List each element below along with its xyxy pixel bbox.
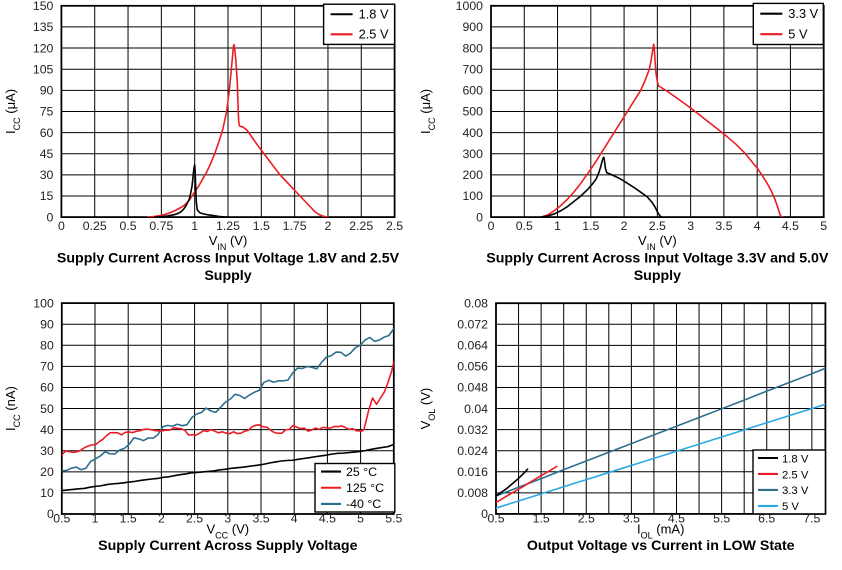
svg-text:2.5: 2.5 [649, 219, 666, 233]
svg-text:5.5: 5.5 [713, 512, 730, 526]
svg-text:0.064: 0.064 [457, 339, 488, 353]
svg-text:1.5: 1.5 [582, 219, 599, 233]
svg-text:1.25: 1.25 [216, 219, 240, 233]
svg-text:10: 10 [40, 486, 54, 500]
svg-text:0.056: 0.056 [457, 360, 488, 374]
svg-text:Supply: Supply [634, 268, 681, 284]
svg-text:100: 100 [462, 189, 483, 203]
svg-text:5 V: 5 V [782, 501, 799, 513]
svg-text:0.016: 0.016 [457, 465, 488, 479]
svg-text:0.5: 0.5 [119, 219, 136, 233]
svg-text:Supply Current Across Input Vo: Supply Current Across Input Voltage 3.3V… [486, 251, 829, 267]
svg-text:5: 5 [357, 512, 364, 526]
svg-text:105: 105 [33, 62, 54, 76]
svg-text:4.5: 4.5 [782, 219, 799, 233]
svg-text:Supply Current Across Input Vo: Supply Current Across Input Voltage 1.8V… [57, 251, 400, 267]
svg-text:800: 800 [462, 41, 483, 55]
svg-text:300: 300 [462, 147, 483, 161]
svg-text:Output Voltage vs Current in L: Output Voltage vs Current in LOW State [527, 538, 795, 554]
svg-text:0.072: 0.072 [457, 317, 488, 331]
svg-text:0: 0 [47, 210, 54, 224]
svg-text:4: 4 [291, 512, 298, 526]
svg-text:5 V: 5 V [788, 27, 808, 42]
svg-text:0.75: 0.75 [149, 219, 173, 233]
svg-text:1.75: 1.75 [283, 219, 307, 233]
svg-text:2: 2 [158, 512, 165, 526]
svg-text:3.3 V: 3.3 V [788, 6, 818, 21]
svg-text:100: 100 [33, 296, 54, 310]
svg-text:Supply Current Across Supply V: Supply Current Across Supply Voltage [98, 538, 357, 554]
svg-text:1.8 V: 1.8 V [782, 453, 809, 465]
svg-text:2.25: 2.25 [349, 219, 373, 233]
svg-text:0: 0 [58, 219, 65, 233]
svg-text:3.3 V: 3.3 V [782, 485, 809, 497]
svg-text:2.5: 2.5 [578, 512, 595, 526]
svg-text:90: 90 [40, 317, 54, 331]
svg-text:3.5: 3.5 [252, 512, 269, 526]
svg-text:0: 0 [488, 219, 495, 233]
svg-text:4.5: 4.5 [319, 512, 336, 526]
svg-text:0.08: 0.08 [464, 296, 488, 310]
svg-text:2: 2 [621, 219, 628, 233]
svg-text:70: 70 [40, 360, 54, 374]
svg-text:1: 1 [554, 219, 561, 233]
svg-text:0.024: 0.024 [457, 444, 488, 458]
svg-text:2.5: 2.5 [386, 219, 403, 233]
svg-text:2: 2 [325, 219, 332, 233]
svg-text:0.032: 0.032 [457, 423, 488, 437]
svg-text:1: 1 [92, 512, 99, 526]
svg-text:2.5 V: 2.5 V [359, 27, 389, 42]
svg-text:0: 0 [476, 210, 483, 224]
svg-text:30: 30 [40, 168, 54, 182]
svg-text:60: 60 [40, 381, 54, 395]
svg-text:0.5: 0.5 [487, 512, 504, 526]
svg-text:45: 45 [40, 147, 54, 161]
svg-text:1.5: 1.5 [533, 512, 550, 526]
svg-text:15: 15 [40, 189, 54, 203]
svg-text:1.5: 1.5 [120, 512, 137, 526]
svg-text:30: 30 [40, 444, 54, 458]
svg-text:0.04: 0.04 [464, 402, 488, 416]
svg-text:50: 50 [40, 402, 54, 416]
svg-text:900: 900 [462, 20, 483, 34]
svg-text:0.048: 0.048 [457, 381, 488, 395]
svg-text:3: 3 [687, 219, 694, 233]
svg-text:90: 90 [40, 84, 54, 98]
svg-text:4: 4 [754, 219, 761, 233]
svg-text:2.5: 2.5 [186, 512, 203, 526]
svg-text:0.25: 0.25 [83, 219, 107, 233]
svg-text:700: 700 [462, 62, 483, 76]
svg-text:0: 0 [481, 507, 488, 521]
svg-text:0: 0 [47, 507, 54, 521]
svg-text:400: 400 [462, 126, 483, 140]
svg-text:40: 40 [40, 423, 54, 437]
svg-text:60: 60 [40, 126, 54, 140]
svg-text:5.5: 5.5 [385, 512, 402, 526]
svg-text:0.008: 0.008 [457, 486, 488, 500]
svg-text:1: 1 [191, 219, 198, 233]
svg-text:1000: 1000 [456, 0, 484, 13]
svg-text:120: 120 [33, 41, 54, 55]
svg-text:0.5: 0.5 [53, 512, 70, 526]
svg-text:5: 5 [820, 219, 827, 233]
svg-text:80: 80 [40, 338, 54, 352]
svg-text:1.5: 1.5 [253, 219, 270, 233]
svg-text:25 °C: 25 °C [346, 465, 377, 479]
svg-text:600: 600 [462, 84, 483, 98]
svg-text:135: 135 [33, 20, 54, 34]
svg-text:75: 75 [40, 105, 54, 119]
svg-text:1.8 V: 1.8 V [359, 7, 389, 22]
svg-text:0.5: 0.5 [516, 219, 533, 233]
svg-text:20: 20 [40, 465, 54, 479]
svg-text:Supply: Supply [204, 268, 251, 284]
svg-text:3.5: 3.5 [715, 219, 732, 233]
svg-text:500: 500 [462, 105, 483, 119]
svg-text:200: 200 [462, 168, 483, 182]
svg-text:125 °C: 125 °C [346, 481, 384, 495]
svg-text:2.5 V: 2.5 V [782, 469, 809, 481]
svg-text:150: 150 [33, 0, 54, 13]
svg-text:-40 °C: -40 °C [346, 497, 381, 511]
